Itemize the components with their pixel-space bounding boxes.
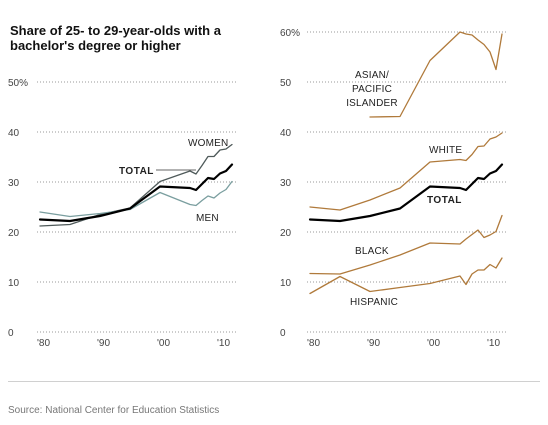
y-tick-label: 30	[8, 178, 20, 189]
x-tick-label: '00	[157, 338, 170, 349]
x-tick-label: '00	[427, 338, 440, 349]
series-label: TOTAL	[119, 166, 154, 177]
series-label: TOTAL	[427, 195, 462, 206]
series-line-total	[308, 163, 504, 223]
series-line-hispanic	[309, 257, 503, 295]
x-tick-label: '90	[367, 338, 380, 349]
series-label: HISPANIC	[350, 297, 398, 308]
y-tick-label: 20	[280, 228, 292, 239]
y-tick-label: 20	[8, 228, 20, 239]
series-label: MEN	[196, 213, 219, 224]
x-tick-label: '80	[307, 338, 320, 349]
chart-title: Share of 25- to 29-year-olds with a bach…	[10, 23, 221, 53]
series-line-black	[309, 214, 503, 275]
series-line-asian-pacific-islander	[369, 31, 503, 118]
series-label: BLACK	[355, 246, 389, 257]
y-tick-label: 60%	[280, 28, 300, 39]
series-line-men	[39, 180, 233, 218]
series-label: WHITE	[429, 145, 462, 156]
x-tick-label: '80	[37, 338, 50, 349]
y-tick-label: 40	[280, 128, 292, 139]
y-tick-label: 50%	[8, 78, 28, 89]
y-tick-label: 0	[8, 328, 14, 339]
series-label: ASIAN/PACIFIC ISLANDER	[346, 70, 398, 109]
series-label: WOMEN	[188, 138, 228, 149]
y-tick-label: 50	[280, 78, 292, 89]
chart-panel-1: 0 10 20 30 40 50% '80 '90 '00 '10 WOMEN MEN TOTAL	[8, 78, 238, 349]
divider	[8, 381, 540, 382]
y-tick-label: 40	[8, 128, 20, 139]
source-note: Source: National Center for Education St…	[8, 405, 220, 416]
y-tick-label: 10	[280, 278, 292, 289]
series-line-white	[309, 132, 503, 211]
series-line-women	[39, 143, 233, 227]
y-tick-label: 10	[8, 278, 20, 289]
y-tick-label: 30	[280, 178, 292, 189]
x-tick-label: '10	[487, 338, 500, 349]
series-line-total	[38, 163, 234, 223]
x-tick-label: '90	[97, 338, 110, 349]
y-tick-label: 0	[280, 328, 286, 339]
chart-panel-2: 0 10 20 30 40 50 60% '80 '90 '00 '10 ASIAN/PACIFIC I…	[280, 28, 508, 349]
x-tick-label: '10	[217, 338, 230, 349]
